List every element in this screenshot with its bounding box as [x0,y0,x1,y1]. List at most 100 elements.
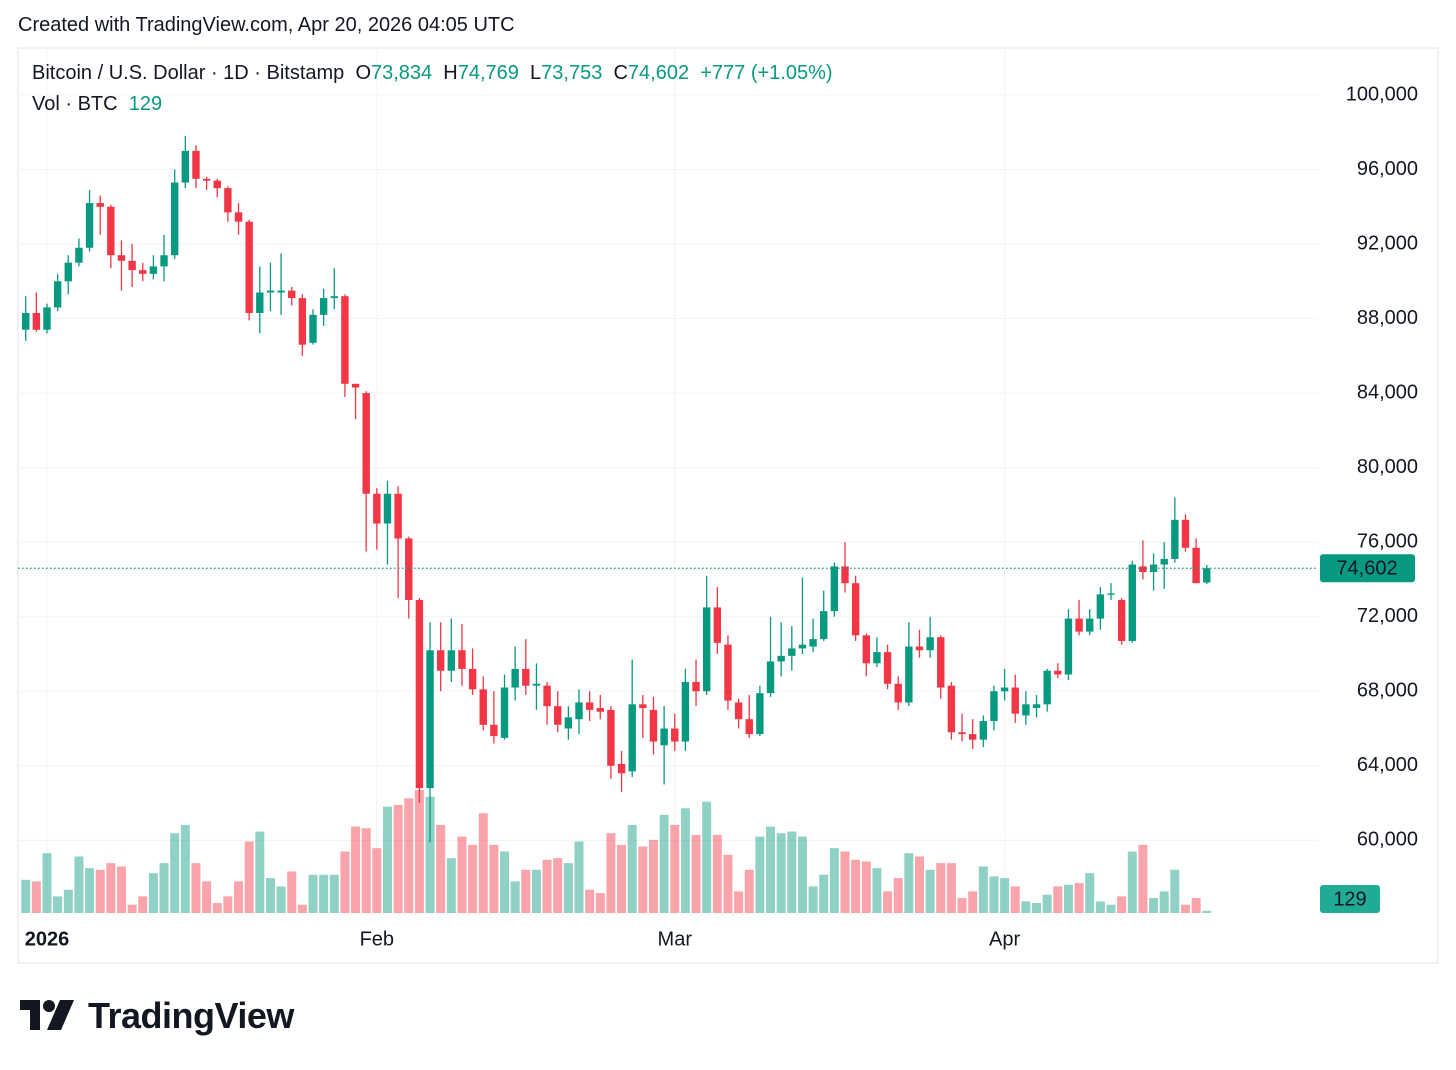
candle-body [1096,594,1105,619]
volume-bar [627,824,637,913]
candle-body [117,255,126,261]
volume-bar [1021,901,1031,913]
legend-prefix: L [530,62,542,84]
y-tick-label: 100,000 [1346,83,1418,105]
candle-body [926,637,934,651]
candle-body [873,652,881,664]
volume-bar [244,841,254,913]
candle-body [841,566,849,584]
candle-body [213,180,221,189]
volume-bar [670,824,680,913]
candle-body [777,655,785,662]
volume-bar [212,903,222,913]
candle-body [1160,558,1168,565]
volume-bar [978,866,988,913]
candle-body [1117,599,1126,641]
volume-bar [361,828,371,913]
volume-bar [755,836,765,913]
candle-body [766,661,775,694]
volume-bar [521,869,531,913]
candle-body [139,270,147,274]
candle-body [1075,618,1083,632]
candle-body [702,607,711,692]
candle-body [862,635,870,664]
y-tick-label: 84,000 [1357,381,1418,403]
candle-body [1128,564,1136,641]
volume-bar [1032,903,1042,913]
candle-body [1000,687,1009,692]
volume-bar [329,874,339,913]
volume-bar [585,889,595,913]
volume-bar [382,806,392,913]
volume-bar [829,848,839,913]
volume-bar [691,834,701,913]
volume-bar [1042,894,1052,913]
volume-bar [893,878,903,913]
y-tick-label: 64,000 [1357,754,1418,776]
candle-body [202,178,211,181]
candle-body [724,644,732,701]
candle-body [319,298,328,315]
legend-line: Vol · BTC 129 [32,93,162,116]
candle-body [362,393,370,494]
volume-bar [904,853,914,913]
volume-bar [31,881,41,913]
candle-body [22,312,30,330]
candle-body [883,652,892,684]
candle-body [170,182,179,256]
y-tick-label: 96,000 [1357,158,1418,180]
chart-frame [17,47,1439,964]
candle-body [330,296,338,299]
candle-body [788,648,796,656]
candle-body [1139,566,1147,572]
volume-bar [936,863,946,913]
candle-body [192,150,200,179]
candle-body [64,262,72,282]
candle-body [607,709,615,766]
candle-body [1192,547,1200,584]
candle-body [351,383,360,388]
legend-volume: 129 [128,93,163,115]
volume-bar [276,886,286,913]
candle-body [426,650,434,789]
candle-body [1149,564,1158,572]
volume-bar [308,874,318,913]
candle-body [128,260,136,271]
volume-bar [340,851,350,913]
y-tick-label: 72,000 [1357,605,1418,627]
volume-bar [766,826,776,913]
candle-body [554,706,562,725]
candle-body [968,734,977,740]
candle-body [692,681,700,692]
volume-bar [191,863,201,913]
candle-body [309,314,317,343]
volume-bar [1117,896,1127,913]
volume-bar [351,826,361,913]
volume-bar [574,841,584,913]
candle-body [1171,519,1179,559]
volume-bar [638,846,648,913]
volume-bar [1095,901,1105,913]
volume-bar [702,801,712,913]
volume-bar [840,851,850,913]
candle-body [53,281,62,308]
volume-bar [861,861,871,913]
volume-bar [883,891,893,913]
volume-bar [648,839,658,913]
volume-bar [808,886,818,913]
legend-prefix: C [613,62,628,84]
volume-bar [776,833,786,913]
candle-body [277,290,285,293]
candle-body [75,247,83,263]
volume-bar [404,798,414,913]
volume-bar [287,871,297,913]
candle-body [649,709,658,742]
candle-body [671,728,679,742]
volume-bar [1149,898,1159,913]
volume-bar [414,790,424,913]
volume-bar [553,858,563,913]
candle-body [458,650,466,669]
candle-body [915,646,924,651]
volume-bar [138,896,148,913]
